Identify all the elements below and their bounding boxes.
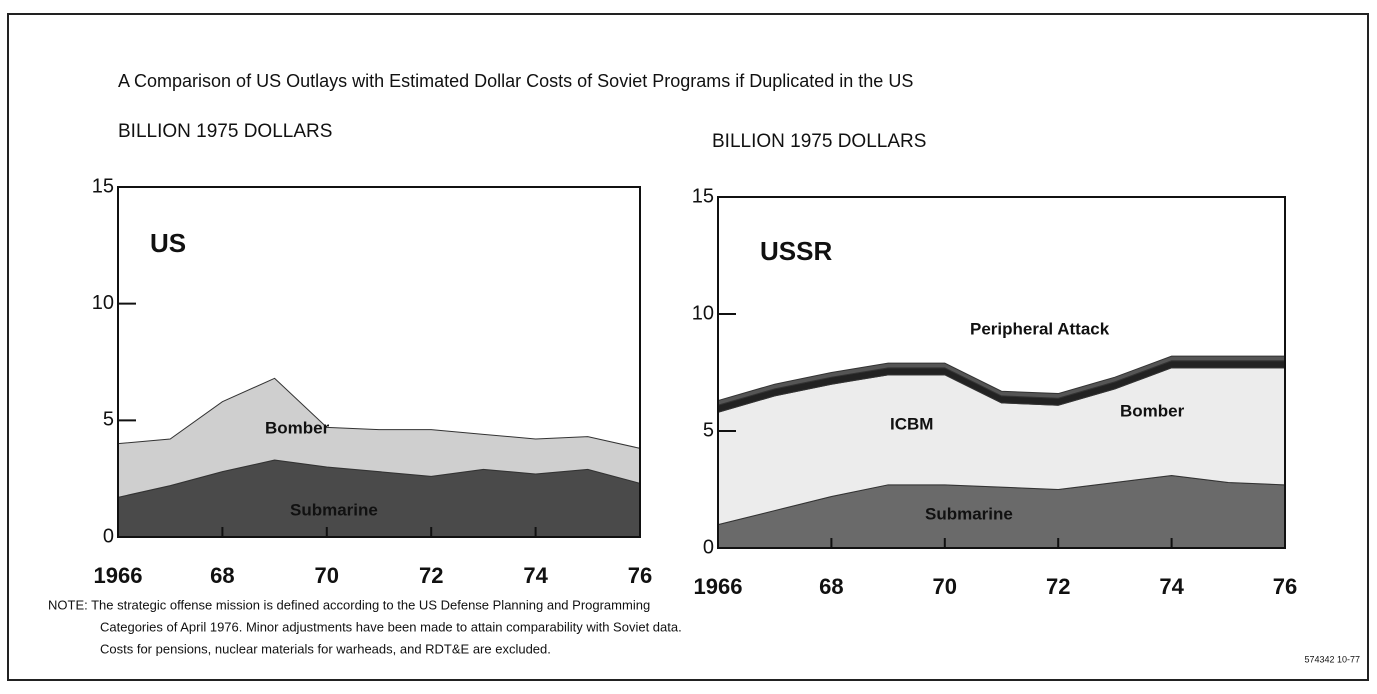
plot-frame	[117, 186, 641, 538]
series-label: ICBM	[890, 414, 933, 433]
x-tick-label: 76	[1273, 574, 1297, 599]
y-tick-label: 10	[92, 292, 114, 314]
note: Categories of April 1976. Minor adjustme…	[100, 619, 682, 634]
x-tick-label: 72	[1046, 574, 1070, 599]
x-tick-label: 68	[819, 574, 843, 599]
y-tick-label: 0	[103, 525, 114, 547]
y-tick-label: 15	[692, 185, 714, 207]
series-label: Submarine	[925, 504, 1013, 523]
plot-frame	[717, 196, 1286, 549]
y-tick-label: 5	[103, 409, 114, 431]
y-tick-label: 15	[92, 175, 114, 197]
x-tick-label: 74	[523, 563, 548, 588]
y-tick-label: 0	[703, 536, 714, 558]
y-axis-label: BILLION 1975 DOLLARS	[712, 131, 926, 152]
y-axis-label: BILLION 1975 DOLLARS	[118, 121, 332, 142]
code: 574342 10-77	[1304, 654, 1360, 664]
note: NOTE: The strategic offense mission is d…	[48, 597, 650, 612]
series-label: Peripheral Attack	[970, 319, 1110, 338]
series-label: Submarine	[290, 500, 378, 519]
y-tick-label: 5	[703, 419, 714, 441]
frame	[7, 13, 1369, 681]
x-tick-label: 70	[315, 563, 339, 588]
x-tick-label: 76	[628, 563, 652, 588]
series-label: Bomber	[265, 418, 330, 437]
x-tick-label: 1966	[94, 563, 143, 588]
chart-title: A Comparison of US Outlays with Estimate…	[118, 71, 913, 91]
note: Costs for pensions, nuclear materials fo…	[100, 641, 551, 656]
x-tick-label: 1966	[694, 574, 743, 599]
x-tick-label: 74	[1159, 574, 1184, 599]
series-label: Bomber	[1120, 401, 1185, 420]
y-tick-label: 10	[692, 302, 714, 324]
panel-label: US	[150, 228, 186, 258]
panel-label: USSR	[760, 236, 832, 266]
x-tick-label: 70	[933, 574, 957, 599]
x-tick-label: 72	[419, 563, 443, 588]
x-tick-label: 68	[210, 563, 234, 588]
